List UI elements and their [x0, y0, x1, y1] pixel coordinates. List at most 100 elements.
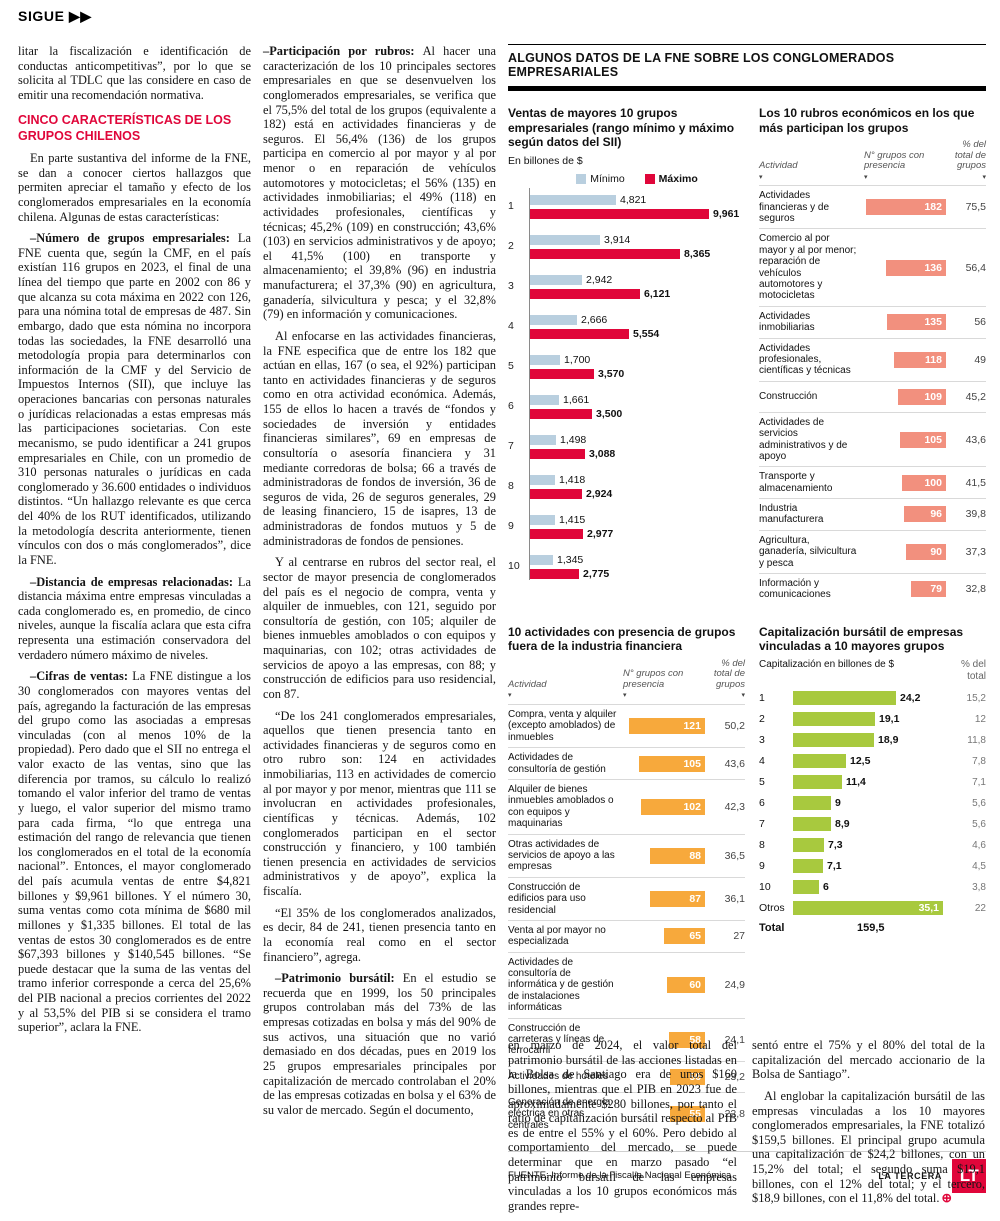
activity-label: Actividades de consultoría de informátic… [508, 956, 614, 1014]
rank-label: 6 [508, 399, 514, 412]
maximo-bar [529, 488, 582, 499]
paragraph: –Participación por rubros: Al hacer una … [263, 44, 496, 322]
count-bar: 58 [669, 1031, 705, 1048]
maximo-bar [529, 368, 594, 379]
maximo-bar [529, 408, 592, 419]
brand-block: LA TERCERA LT [878, 1158, 986, 1193]
pct-header-label: % del total [960, 659, 986, 682]
activity-label: Actividades de servicios administrativos… [759, 416, 848, 462]
count-bar: 55 [670, 1105, 705, 1122]
minimo-bar [529, 274, 582, 285]
activity-label: Construcción de carreteras y líneas de f… [508, 1022, 605, 1057]
rank-label: 10 [759, 881, 771, 894]
capitalizacion-row: 7 8,9 5,6 [759, 817, 986, 832]
minimo-bar [529, 314, 577, 325]
activity-label: Transporte y almacenamiento [759, 471, 833, 494]
paragraph-lead: –Participación por rubros: [263, 44, 423, 58]
percent-label: 75,5 [965, 201, 986, 214]
sort-arrow-icon: ▾ [864, 173, 868, 181]
activity-label: Otras actividades de servicios de apoyo … [508, 838, 615, 873]
percent-label: 7,8 [972, 755, 986, 767]
count-bar: 96 [904, 506, 946, 523]
bar-cell: 118 [864, 351, 946, 368]
count-bar: 56 [670, 1068, 705, 1085]
bar-line: 2,775 [529, 568, 745, 580]
bar-line: 9,961 [529, 208, 745, 220]
paragraph: en marzo de 2024, el valor total del pat… [508, 1038, 737, 1213]
capitalizacion-row: 5 11,4 7,1 [759, 775, 986, 790]
bar-cell: 60 [623, 977, 705, 994]
column-header-pct: % del total de grupos ▾ [946, 140, 986, 181]
bar-value-label: 12,5 [850, 755, 871, 768]
column-header-label: Actividad [759, 160, 798, 172]
ventas-row: 10 1,345 2,775 [508, 554, 745, 582]
chart-title: Los 10 rubros económicos en los que más … [759, 106, 975, 135]
bar-cell: 24,2 [793, 691, 952, 706]
bar-line: 2,977 [529, 528, 745, 540]
rubros-chart: Los 10 rubros económicos en los que más … [759, 106, 986, 605]
activity-label: Construcción [759, 391, 818, 403]
bar-value-label: 2,942 [586, 273, 613, 286]
bar-cell: 100 [864, 474, 946, 491]
sort-arrow-icon: ▾ [508, 692, 512, 700]
bar-cell: 79 [864, 581, 946, 598]
column-header-label: N° grupos con presencia [623, 668, 684, 690]
maximo-bar [529, 528, 583, 539]
bar-pair: 2,942 6,121 [522, 274, 745, 302]
percent-label: 24,9 [724, 979, 745, 992]
percent-label: 45,2 [965, 390, 986, 403]
rank-label: 1 [508, 199, 514, 212]
percent-label: 56,4 [965, 261, 986, 274]
paragraph: sentó entre el 75% y el 80% del total de… [752, 1038, 985, 1082]
value-bar [793, 691, 896, 706]
bar-cell: 105 [864, 431, 946, 448]
rubros-rows: Actividades financieras y de seguros 182 7… [759, 185, 986, 605]
rubros-row: Actividades profesionales, científicas y… [759, 337, 986, 381]
bar-value-label: 7,3 [828, 839, 843, 852]
total-row: Total 159,5 [759, 922, 986, 934]
bar-pair: 1,661 3,500 [522, 394, 745, 422]
bar-value-label: 1,345 [557, 553, 584, 566]
bar-line: 3,570 [529, 368, 745, 380]
bar-value-label: 3,570 [598, 367, 625, 380]
count-bar: 105 [900, 431, 946, 448]
actividades-row: Generación de energía eléctrica en otras… [508, 1091, 745, 1135]
bar-value-label: 5,554 [633, 327, 660, 340]
rank-label: 4 [759, 755, 765, 768]
article-end-icon: ⊕ [941, 1191, 952, 1206]
bar-value-label: 8,365 [684, 247, 711, 260]
activity-label: Industria manufacturera [759, 503, 824, 526]
infographic-title: ALGUNOS DATOS DE LA FNE SOBRE LOS CONGLO… [508, 44, 986, 86]
minimo-bar [529, 234, 600, 245]
total-value: 159,5 [857, 922, 885, 935]
section-heading: CINCO CARACTERÍSTICAS DE LOS GRUPOS CHIL… [18, 112, 232, 143]
paragraph-lead: –Número de grupos empresariales: [30, 231, 238, 246]
maximo-swatch-icon [644, 173, 655, 184]
bar-value-label: 24,2 [900, 692, 921, 705]
la-tercera-logo: LT [952, 1158, 986, 1193]
bar-pair: 1,415 2,977 [522, 514, 745, 542]
value-bar [793, 733, 874, 748]
bar-value-label: 1,498 [560, 433, 587, 446]
bar-line: 2,942 [529, 274, 745, 286]
capitalizacion-row: 8 7,3 4,6 [759, 838, 986, 853]
ventas-row: 6 1,661 3,500 [508, 394, 745, 422]
rubros-row: Agricultura, ganadería, silvicultura y p… [759, 529, 986, 573]
sort-arrow-icon: ▾ [982, 173, 986, 181]
count-bar: 65 [664, 928, 705, 945]
chart-title: 10 actividades con presencia de grupos f… [508, 624, 736, 654]
value-bar [793, 859, 823, 874]
activity-label: Actividades de consultoría de gestión [508, 752, 606, 775]
maximo-bar [529, 448, 585, 459]
percent-label: 27 [733, 930, 745, 943]
minimo-swatch-icon [576, 173, 587, 184]
actividades-row: Alquiler de bienes inmuebles amoblados o… [508, 779, 745, 834]
minimo-bar [529, 474, 555, 485]
bar-value-label: 2,924 [586, 487, 613, 500]
actividades-row: Actividades de hoteles 56 23,2 [508, 1060, 745, 1092]
paragraph-text: En el estudio se recuerda que en 1999, l… [263, 971, 496, 1117]
percent-label: 22,8 [724, 1107, 745, 1120]
percent-label: 12 [974, 713, 986, 725]
minimo-bar [529, 434, 556, 445]
rank-label: 8 [759, 839, 765, 852]
